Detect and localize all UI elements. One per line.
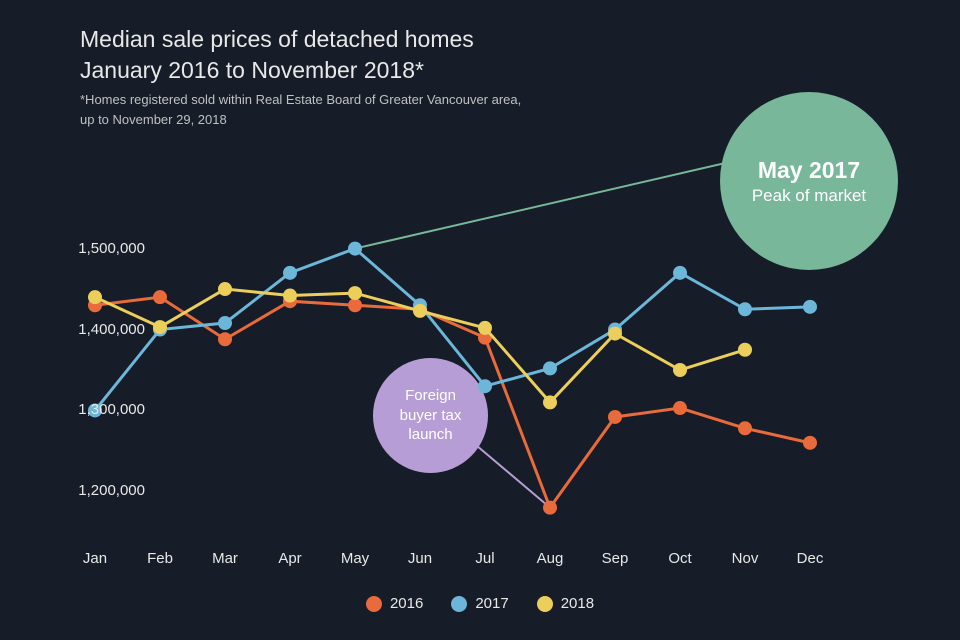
legend-label: 2018 bbox=[561, 595, 594, 612]
x-tick-label: Sep bbox=[602, 550, 629, 567]
axis-labels: 1,200,0001,300,0001,400,0001,500,000JanF… bbox=[80, 200, 920, 540]
y-tick-label: 1,500,000 bbox=[78, 240, 145, 257]
x-tick-label: May bbox=[341, 550, 369, 567]
legend: 2016 2017 2018 bbox=[0, 595, 960, 612]
x-tick-label: Aug bbox=[537, 550, 564, 567]
legend-item-2017: 2017 bbox=[451, 595, 508, 612]
x-tick-label: Mar bbox=[212, 550, 238, 567]
x-tick-label: Jun bbox=[408, 550, 432, 567]
legend-dot-icon bbox=[366, 596, 382, 612]
y-tick-label: 1,200,000 bbox=[78, 482, 145, 499]
legend-item-2016: 2016 bbox=[366, 595, 423, 612]
y-tick-label: 1,400,000 bbox=[78, 321, 145, 338]
y-tick-label: 1,300,000 bbox=[78, 401, 145, 418]
x-tick-label: Oct bbox=[668, 550, 691, 567]
legend-dot-icon bbox=[537, 596, 553, 612]
x-tick-label: Jul bbox=[475, 550, 494, 567]
legend-item-2018: 2018 bbox=[537, 595, 594, 612]
x-tick-label: Feb bbox=[147, 550, 173, 567]
x-tick-label: Nov bbox=[732, 550, 759, 567]
x-tick-label: Jan bbox=[83, 550, 107, 567]
legend-label: 2017 bbox=[475, 595, 508, 612]
legend-label: 2016 bbox=[390, 595, 423, 612]
x-tick-label: Apr bbox=[278, 550, 301, 567]
x-tick-label: Dec bbox=[797, 550, 824, 567]
legend-dot-icon bbox=[451, 596, 467, 612]
